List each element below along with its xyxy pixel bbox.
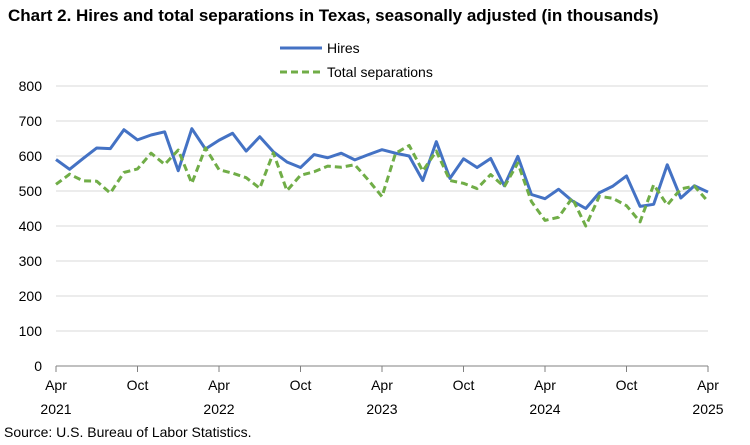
x-tick-label-month: Oct [290,377,312,393]
legend-separations-label: Total separations [327,64,433,80]
x-tick-label-month: Apr [208,377,230,393]
y-tick-label: 100 [19,323,43,339]
x-tick-label-month: Oct [616,377,638,393]
x-tick-label-month: Apr [45,377,67,393]
gridlines [56,85,708,332]
legend: Hires Total separations [280,40,433,80]
legend-hires-label: Hires [327,40,360,56]
y-tick-label: 700 [19,113,43,129]
x-tick-label-month: Apr [371,377,393,393]
hires-series-line [55,127,709,210]
y-tick-label: 300 [19,253,43,269]
x-tick-label-month: Apr [697,377,719,393]
x-tick-label-year: 2024 [529,401,560,417]
y-tick-label: 200 [19,288,43,304]
y-tick-label: 600 [19,148,43,164]
x-tick-label-year: 2023 [366,401,397,417]
x-tick-label-year: 2025 [692,401,723,417]
series-lines [55,127,710,228]
y-tick-label: 0 [34,358,42,374]
x-tick-label-month: Oct [127,377,149,393]
y-tick-label: 500 [19,183,43,199]
x-tick-label-year: 2022 [203,401,234,417]
x-tick-label-year: 2021 [40,401,71,417]
source-note: Source: U.S. Bureau of Labor Statistics. [4,424,252,440]
x-tick-label-month: Oct [453,377,475,393]
separations-series-line [55,144,710,228]
y-tick-label: 800 [19,78,43,94]
x-tick-label-month: Apr [534,377,556,393]
axes: 0 100 200 300 400 500 600 700 800 Apr 2021 Oct Apr 20… [19,78,724,417]
chart-title: Chart 2. Hires and total separations in … [8,6,659,25]
y-tick-label: 400 [19,218,43,234]
